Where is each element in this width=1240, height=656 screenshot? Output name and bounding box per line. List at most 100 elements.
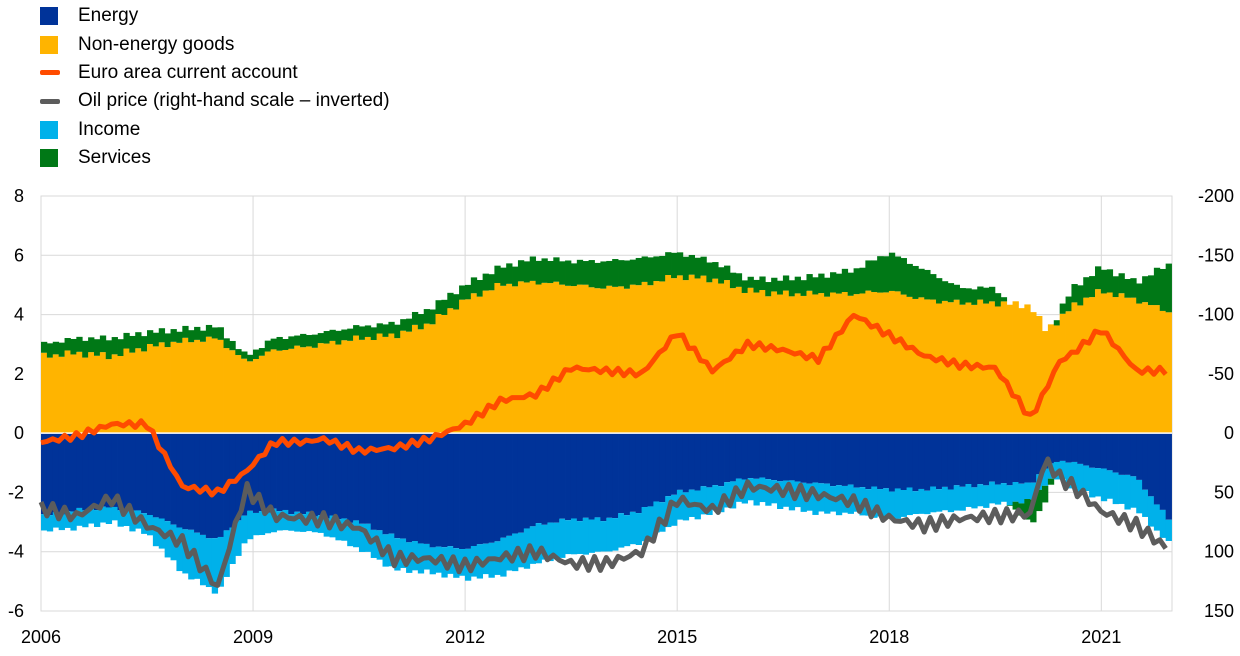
bar-income	[671, 494, 678, 526]
bar-non-energy-goods	[494, 283, 501, 434]
bar-non-energy-goods	[647, 285, 654, 434]
bar-income	[918, 488, 925, 514]
bar-non-energy-goods	[388, 333, 395, 434]
bar-services	[64, 338, 71, 351]
bar-income	[1112, 472, 1119, 505]
bar-energy	[1006, 433, 1013, 486]
bar-services	[1036, 489, 1043, 512]
bar-services	[559, 261, 566, 285]
bar-non-energy-goods	[146, 343, 154, 434]
bar-energy	[782, 433, 790, 481]
bar-non-energy-goods	[347, 340, 354, 434]
bar-services	[665, 252, 672, 276]
bar-energy	[582, 433, 590, 518]
bar-services	[329, 329, 336, 341]
bar-energy	[612, 433, 619, 519]
bar-energy	[305, 433, 313, 512]
bar-energy	[1047, 433, 1055, 464]
bar-income	[1153, 504, 1161, 531]
bar-energy	[335, 433, 342, 520]
bar-services	[406, 318, 413, 332]
bar-energy	[1130, 433, 1137, 477]
legend-label: Euro area current account	[78, 61, 298, 83]
bar-energy	[70, 433, 77, 512]
bar-income	[888, 491, 896, 519]
bar-non-energy-goods	[170, 341, 177, 434]
bar-energy	[264, 433, 272, 513]
bar-income	[936, 489, 943, 512]
bar-energy	[341, 433, 348, 519]
bar-energy	[270, 433, 277, 509]
bar-income	[1077, 463, 1084, 493]
bar-non-energy-goods	[1053, 325, 1061, 434]
bar-income	[724, 482, 731, 508]
bar-non-energy-goods	[753, 292, 760, 434]
y-tick-label: 6	[14, 245, 24, 265]
bar-income	[1042, 468, 1049, 486]
bar-energy	[682, 433, 690, 493]
bar-energy	[1112, 433, 1119, 473]
bar-services	[464, 284, 472, 300]
bar-energy	[41, 433, 48, 515]
bar-income	[358, 523, 366, 552]
bar-non-energy-goods	[1042, 331, 1049, 434]
bar-non-energy-goods	[665, 275, 672, 434]
bar-services	[865, 260, 872, 291]
bar-non-energy-goods	[688, 274, 695, 434]
bar-income	[606, 517, 613, 552]
bar-energy	[411, 433, 419, 542]
legend-label: Services	[78, 147, 151, 169]
bar-energy	[965, 433, 972, 485]
bar-energy	[676, 433, 684, 490]
bar-energy	[994, 433, 1002, 485]
bar-services	[247, 354, 254, 362]
bar-income	[623, 515, 631, 547]
bar-non-energy-goods	[1065, 311, 1072, 434]
bar-energy	[347, 433, 354, 523]
bar-non-energy-goods	[900, 294, 907, 434]
bar-non-energy-goods	[517, 281, 525, 434]
bar-non-energy-goods	[706, 282, 713, 434]
bar-services	[570, 263, 578, 287]
bar-services	[476, 280, 484, 297]
bar-energy	[724, 433, 731, 483]
bar-services	[753, 279, 760, 293]
bar-income	[971, 487, 978, 509]
bar-non-energy-goods	[317, 343, 325, 434]
bar-income	[1124, 474, 1131, 510]
bar-income	[941, 486, 949, 511]
bar-non-energy-goods	[841, 291, 849, 434]
bar-non-energy-goods	[335, 344, 342, 434]
bar-services	[1083, 277, 1090, 298]
bar-income	[1118, 474, 1125, 504]
bar-non-energy-goods	[947, 302, 955, 434]
bar-energy	[447, 433, 454, 547]
bar-non-energy-goods	[777, 294, 784, 434]
bar-non-energy-goods	[741, 292, 748, 434]
bar-non-energy-goods	[406, 331, 413, 434]
bar-services	[953, 284, 960, 300]
bar-services	[912, 265, 919, 299]
bar-energy	[1124, 433, 1131, 475]
bar-income	[541, 524, 548, 560]
bar-energy	[188, 433, 195, 530]
bar-energy	[865, 433, 872, 490]
bar-non-energy-goods	[235, 355, 242, 434]
bar-non-energy-goods	[423, 323, 431, 434]
bar-non-energy-goods	[735, 286, 743, 434]
bar-services	[635, 257, 643, 286]
bar-energy	[541, 433, 548, 525]
bar-services	[1112, 276, 1119, 298]
bar-non-energy-goods	[182, 337, 189, 434]
bar-energy	[588, 433, 595, 520]
bar-services	[176, 331, 183, 343]
bar-energy	[918, 433, 925, 489]
bar-non-energy-goods	[682, 280, 690, 434]
bar-income	[123, 509, 130, 526]
bar-non-energy-goods	[635, 285, 643, 434]
bar-non-energy-goods	[759, 290, 766, 434]
bar-energy	[523, 433, 531, 529]
bar-energy	[529, 433, 537, 527]
bar-services	[541, 258, 548, 283]
bar-non-energy-goods	[111, 354, 118, 434]
